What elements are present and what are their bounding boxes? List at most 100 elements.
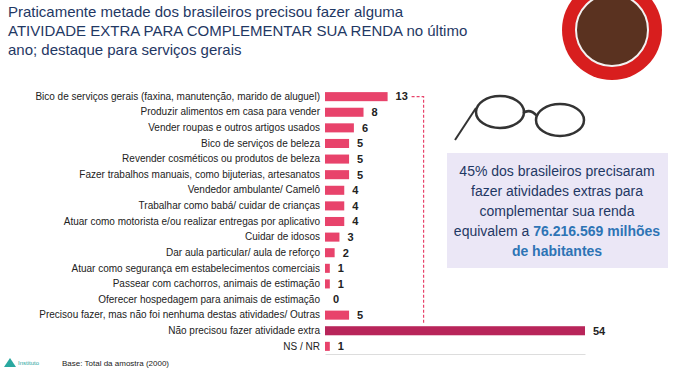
bar	[325, 342, 330, 351]
data-label: 5	[357, 169, 363, 181]
footer: Instituto Base: Total da amostra (2000)	[4, 358, 169, 368]
title-part: ATIVIDADE EXTRA PARA COMPLEMENTAR SUA RE…	[8, 22, 467, 39]
data-label: 0	[333, 293, 339, 305]
category-label: Cuidar de idosos	[245, 231, 320, 242]
data-label: 13	[396, 90, 408, 102]
category-tick: Oferecer hospedagem para animais de esti…	[98, 294, 320, 305]
category-label: Dar aula particular/ aula de reforço	[166, 247, 320, 258]
annotation-part: 76.216.569 milhões	[529, 223, 660, 239]
annotation-part: 45% dos brasileiros precisaram	[459, 163, 654, 179]
annotation-part: equivalem a	[454, 223, 530, 239]
annotation: complementar sua renda	[480, 203, 635, 219]
logo	[4, 358, 16, 367]
annotation: de habitantes	[512, 243, 602, 259]
category-label: Fazer trabalhos manuais, como bijuterias…	[79, 169, 320, 180]
bar	[325, 155, 349, 164]
category-tick: NS / NR	[283, 341, 320, 352]
bar	[325, 233, 339, 242]
category-label: Bico de serviços gerais (faxina, manuten…	[35, 91, 320, 102]
data-label: 5	[357, 309, 363, 321]
bar	[325, 92, 388, 101]
title: ano; destaque para serviços gerais	[8, 41, 241, 58]
category-tick: Passear com cachorros, animais de estima…	[113, 278, 321, 289]
category-tick: Atuar como motorista e/ou realizar entre…	[64, 216, 321, 227]
annotation: equivalem a 76.216.569 milhões	[454, 223, 660, 239]
category-tick: Revender cosméticos ou produtos de belez…	[122, 153, 320, 164]
bar	[325, 311, 349, 320]
category-tick: Vender roupas e outros artigos usados	[148, 122, 320, 133]
bar	[325, 295, 326, 304]
category-label: Bico de serviços de beleza	[201, 138, 320, 149]
data-label: 2	[343, 247, 349, 259]
category-tick: Bico de serviços gerais (faxina, manuten…	[35, 91, 320, 102]
category-label: Trabalhar como babá/ cuidar de crianças	[139, 200, 320, 211]
bar	[325, 123, 354, 132]
data-label: 54	[593, 325, 606, 337]
annotation-part: de habitantes	[512, 243, 602, 259]
category-tick: Precisou fazer, mas não foi nenhuma dest…	[39, 309, 320, 320]
logo-text: Instituto	[18, 360, 40, 366]
title-part: ano; destaque para serviços gerais	[8, 41, 241, 58]
bar	[325, 248, 335, 257]
bar	[325, 326, 585, 335]
bar	[325, 139, 349, 148]
data-label: 4	[352, 215, 359, 227]
category-label: Atuar como motorista e/ou realizar entre…	[64, 216, 321, 227]
bar	[325, 186, 344, 195]
category-label: Vendedor ambulante/ Camelô	[188, 184, 321, 195]
glasses-bridge	[523, 111, 537, 116]
bar	[325, 279, 330, 288]
bar	[325, 217, 344, 226]
annotation-box: 45% dos brasileiros precisaram fazer ativ…	[447, 153, 668, 268]
category-label: Produzir alimentos em casa para vender	[140, 106, 320, 117]
data-label: 5	[357, 153, 363, 165]
category-tick: Trabalhar como babá/ cuidar de crianças	[139, 200, 320, 211]
category-axis: Bico de serviços gerais (faxina, manuten…	[35, 91, 320, 352]
title-part: Praticamente metade dos brasileiros prec…	[8, 3, 404, 20]
cup	[562, 0, 662, 80]
category-label: Vender roupas e outros artigos usados	[148, 122, 320, 133]
category-tick: Cuidar de idosos	[245, 231, 320, 242]
bar	[325, 108, 364, 117]
title-group: Praticamente metade dos brasileiros prec…	[8, 3, 467, 58]
category-tick: Bico de serviços de beleza	[201, 138, 320, 149]
data-label: 6	[362, 122, 368, 134]
category-tick: Atuar como segurança em estabelecimentos…	[72, 263, 320, 274]
category-label: Oferecer hospedagem para animais de esti…	[98, 294, 320, 305]
data-label: 4	[352, 200, 359, 212]
data-label: 1	[338, 278, 344, 290]
annotation: fazer atividades extras para	[471, 183, 643, 199]
cup-rim	[576, 0, 648, 66]
title: ATIVIDADE EXTRA PARA COMPLEMENTAR SUA RE…	[8, 22, 467, 39]
chart: Praticamente metade dos brasileiros prec…	[0, 0, 677, 369]
glasses-arm	[455, 108, 476, 140]
annotation-part: complementar sua renda	[480, 203, 635, 219]
category-tick: Vendedor ambulante/ Camelô	[188, 184, 321, 195]
decoration	[455, 0, 662, 140]
annotation-background	[447, 153, 668, 268]
annotation: 45% dos brasileiros precisaram	[459, 163, 654, 179]
bar	[325, 264, 330, 273]
bar	[325, 201, 344, 210]
bar	[325, 170, 349, 179]
category-label: NS / NR	[283, 341, 320, 352]
category-tick: Não precisou fazer atividade extra	[168, 325, 320, 336]
category-tick: Produzir alimentos em casa para vender	[140, 106, 320, 117]
data-label: 8	[372, 106, 378, 118]
glasses-lens	[476, 96, 524, 128]
data-label: 4	[352, 184, 359, 196]
title: Praticamente metade dos brasileiros prec…	[8, 3, 404, 20]
base-note: Base: Total da amostra (2000)	[62, 359, 169, 368]
data-label: 3	[347, 231, 353, 243]
data-label: 1	[338, 340, 344, 352]
category-label: Passear com cachorros, animais de estima…	[113, 278, 321, 289]
value-axis-line	[326, 354, 586, 355]
category-label: Atuar como segurança em estabelecimentos…	[72, 263, 320, 274]
category-tick: Dar aula particular/ aula de reforço	[166, 247, 320, 258]
category-tick: Fazer trabalhos manuais, como bijuterias…	[79, 169, 320, 180]
data-label: 1	[338, 262, 344, 274]
glasses-lens	[536, 104, 584, 136]
coffee	[576, 0, 648, 66]
category-label: Precisou fazer, mas não foi nenhuma dest…	[39, 309, 320, 320]
value-axis	[326, 354, 586, 355]
